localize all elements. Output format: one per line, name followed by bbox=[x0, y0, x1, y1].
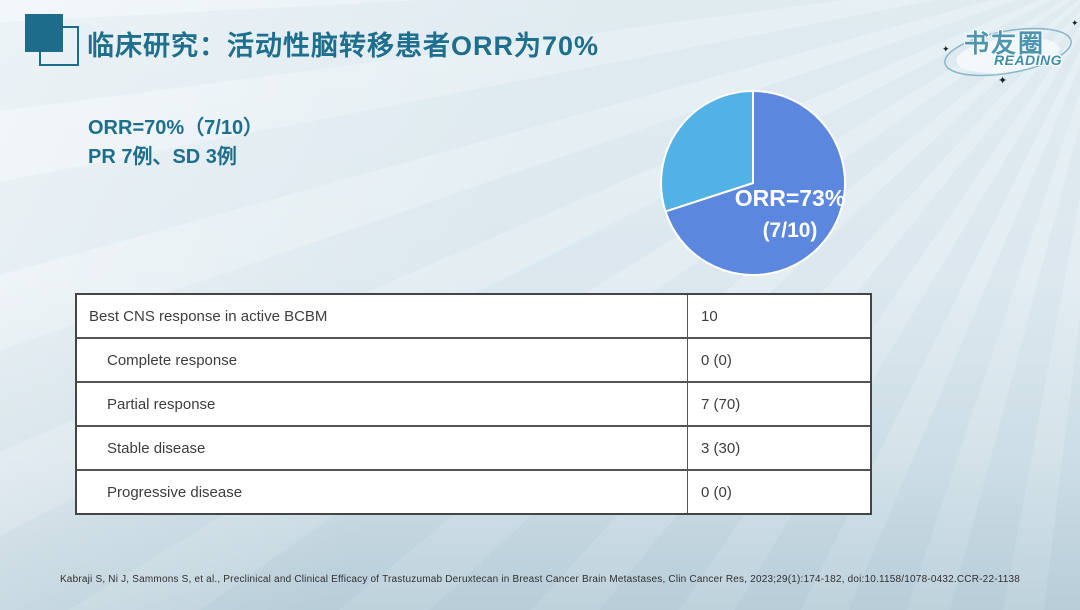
table-cell-value: 3 (30) bbox=[701, 439, 741, 457]
sparkle-icon: ✦ bbox=[1071, 18, 1079, 28]
pie-annotation-fraction: (7/10) bbox=[762, 219, 818, 242]
logo: 书友圈 READING ✦ ✦ ✦ bbox=[938, 10, 1079, 90]
response-table: Best CNS response in active BCBM 10 Comp… bbox=[75, 293, 872, 515]
pie-chart bbox=[658, 88, 848, 278]
orr-stats-line1: ORR=70%（7/10） bbox=[88, 117, 264, 139]
sparkle-icon: ✦ bbox=[998, 75, 1008, 87]
pie-annotation-orr: ORR=73% bbox=[734, 185, 846, 211]
logo-orbit-icon bbox=[944, 27, 1072, 77]
table-cell-label: Complete response bbox=[77, 339, 688, 381]
table-cell-label: Partial response bbox=[77, 383, 688, 425]
pie-annotation: ORR=73% (7/10) bbox=[700, 185, 880, 243]
table-row: Progressive disease 0 (0) bbox=[77, 471, 870, 513]
table-row: Partial response 7 (70) bbox=[77, 383, 870, 427]
title-bullet-icon bbox=[25, 14, 63, 52]
pie-slice bbox=[664, 90, 846, 276]
logo-text: 书友圈 bbox=[964, 30, 1046, 58]
table-cell-value: 0 (0) bbox=[701, 351, 732, 369]
table-cell-label: Best CNS response in active BCBM bbox=[77, 295, 688, 337]
table-cell-value: 0 (0) bbox=[701, 483, 732, 501]
table-row: Stable disease 3 (30) bbox=[77, 427, 870, 471]
table-cell-label: Stable disease bbox=[77, 427, 688, 469]
table-row: Complete response 0 (0) bbox=[77, 339, 870, 383]
table-cell-label: Progressive disease bbox=[77, 471, 688, 513]
orr-stats-line2: PR 7例、SD 3例 bbox=[88, 146, 237, 168]
page-title: 临床研究：活动性脑转移患者ORR为70% bbox=[87, 31, 600, 61]
citation-footer: Kabraji S, Ni J, Sammons S, et al., Prec… bbox=[59, 574, 1021, 585]
pie-slice bbox=[660, 90, 754, 213]
table-row: Best CNS response in active BCBM 10 bbox=[77, 295, 870, 339]
logo-subtitle: READING bbox=[994, 52, 1063, 68]
table-cell-value: 7 (70) bbox=[701, 395, 741, 413]
orr-stats: ORR=70%（7/10） PR 7例、SD 3例 bbox=[88, 114, 263, 172]
table-cell-value: 10 bbox=[701, 307, 718, 325]
sparkle-icon: ✦ bbox=[942, 44, 950, 54]
